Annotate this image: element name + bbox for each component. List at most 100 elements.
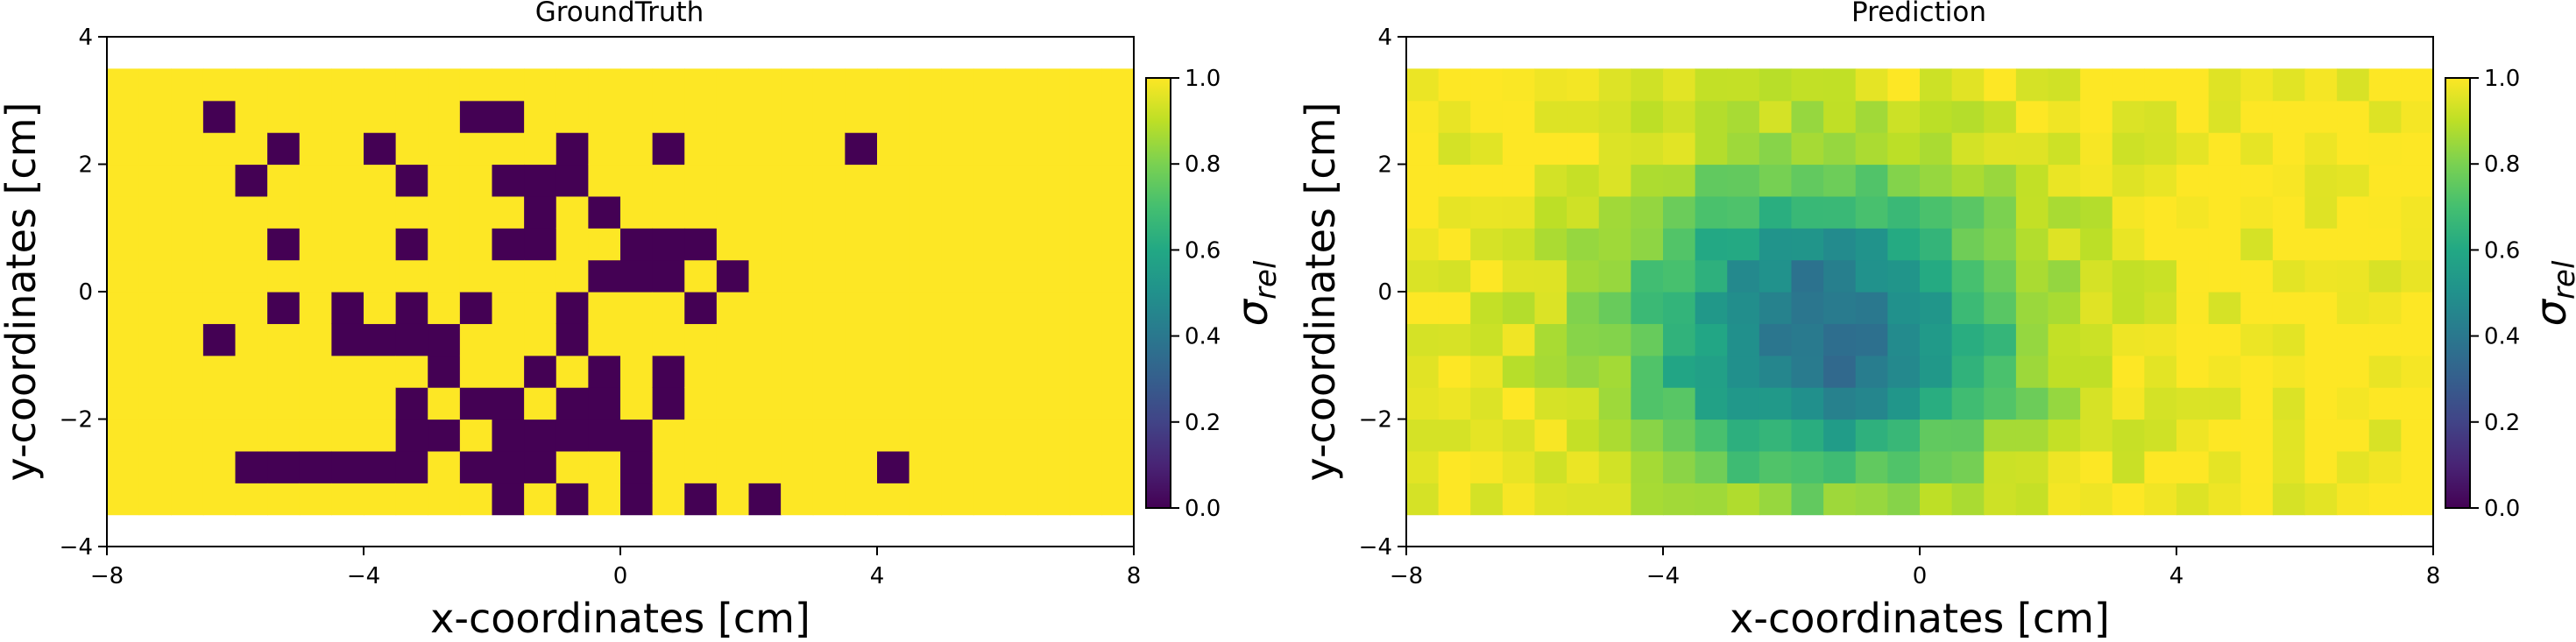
heatmap-cell bbox=[2272, 419, 2306, 452]
heatmap-cell bbox=[364, 323, 397, 356]
heatmap-cell bbox=[364, 164, 397, 197]
heatmap-cell bbox=[877, 259, 910, 293]
heatmap-cell bbox=[2176, 483, 2210, 516]
heatmap-cell bbox=[588, 292, 621, 324]
heatmap-cell bbox=[588, 68, 621, 102]
heatmap-cell bbox=[2240, 387, 2274, 420]
heatmap-cell bbox=[1005, 387, 1038, 420]
heatmap-cell bbox=[1951, 292, 1985, 324]
heatmap-cell bbox=[2304, 164, 2338, 197]
heatmap-cell bbox=[1037, 450, 1071, 483]
heatmap-cell bbox=[1984, 419, 2017, 452]
heatmap-cell bbox=[652, 259, 685, 293]
heatmap-cell bbox=[1823, 450, 1857, 483]
heatmap-cell bbox=[1663, 68, 1696, 102]
heatmap-cell bbox=[1951, 355, 1985, 388]
heatmap-cell bbox=[909, 483, 942, 516]
heatmap-cell bbox=[202, 228, 237, 261]
heatmap-cell bbox=[524, 419, 557, 452]
heatmap-cell bbox=[2304, 228, 2338, 261]
heatmap-cell bbox=[2015, 323, 2049, 356]
heatmap-cell bbox=[1567, 100, 1600, 133]
heatmap-cell bbox=[1406, 387, 1440, 420]
heatmap-cell bbox=[1101, 68, 1135, 102]
heatmap-cell bbox=[1759, 164, 1793, 197]
heatmap-cell bbox=[2144, 228, 2177, 261]
heatmap-cell bbox=[235, 132, 268, 166]
heatmap-cell bbox=[1406, 100, 1440, 133]
heatmap-cell bbox=[1406, 164, 1440, 197]
heatmap-cell bbox=[1069, 387, 1102, 420]
heatmap-cell bbox=[235, 68, 268, 102]
heatmap-cell bbox=[1727, 228, 1760, 261]
heatmap-cell bbox=[1438, 195, 1471, 229]
heatmap-cell bbox=[1534, 195, 1568, 229]
heatmap-cell bbox=[1855, 355, 1888, 388]
heatmap-cell bbox=[1695, 100, 1728, 133]
y-tick-label: 0 bbox=[78, 279, 93, 306]
heatmap-cell bbox=[716, 387, 750, 420]
heatmap-cell bbox=[2240, 132, 2274, 166]
heatmap-cell bbox=[107, 419, 140, 452]
heatmap-cell bbox=[2080, 323, 2113, 356]
heatmap-cell bbox=[395, 450, 428, 483]
heatmap-cell bbox=[202, 483, 237, 516]
heatmap-cell bbox=[556, 259, 589, 293]
heatmap-cell bbox=[2368, 450, 2402, 483]
heatmap-cell bbox=[1984, 483, 2017, 516]
groundtruth-heatmap bbox=[107, 68, 1135, 516]
heatmap-cell bbox=[1598, 100, 1631, 133]
heatmap-cell bbox=[1984, 195, 2017, 229]
heatmap-cell bbox=[395, 228, 428, 261]
heatmap-cell bbox=[1005, 164, 1038, 197]
heatmap-cell bbox=[1823, 132, 1857, 166]
heatmap-cell bbox=[620, 355, 654, 388]
heatmap-cell bbox=[748, 228, 782, 261]
colorbar-tick-label: 0.4 bbox=[1185, 324, 1221, 350]
heatmap-cell bbox=[2112, 419, 2145, 452]
heatmap-cell bbox=[299, 419, 332, 452]
heatmap-cell bbox=[2080, 483, 2113, 516]
heatmap-cell bbox=[2368, 132, 2402, 166]
heatmap-cell bbox=[2208, 132, 2241, 166]
heatmap-cell bbox=[2337, 259, 2370, 293]
heatmap-cell bbox=[2176, 259, 2210, 293]
heatmap-cell bbox=[1984, 292, 2017, 324]
heatmap-cell bbox=[2401, 483, 2434, 516]
heatmap-cell bbox=[845, 100, 878, 133]
heatmap-cell bbox=[812, 228, 846, 261]
heatmap-cell bbox=[1855, 132, 1888, 166]
heatmap-cell bbox=[107, 132, 140, 166]
heatmap-cell bbox=[1887, 323, 1921, 356]
heatmap-cell bbox=[2015, 419, 2049, 452]
heatmap-cell bbox=[1502, 68, 1536, 102]
heatmap-cell bbox=[364, 419, 397, 452]
heatmap-cell bbox=[524, 68, 557, 102]
heatmap-cell bbox=[877, 164, 910, 197]
heatmap-cell bbox=[973, 355, 1007, 388]
heatmap-cell bbox=[1791, 132, 1824, 166]
heatmap-cell bbox=[235, 483, 268, 516]
x-tick-label: −8 bbox=[90, 563, 124, 589]
heatmap-cell bbox=[1631, 355, 1664, 388]
heatmap-cell bbox=[1887, 228, 1921, 261]
heatmap-cell bbox=[941, 387, 974, 420]
heatmap-cell bbox=[1101, 387, 1135, 420]
heatmap-cell bbox=[2144, 387, 2177, 420]
heatmap-cell bbox=[781, 387, 814, 420]
heatmap-cell bbox=[781, 259, 814, 293]
heatmap-cell bbox=[395, 292, 428, 324]
heatmap-cell bbox=[1920, 132, 1953, 166]
heatmap-cell bbox=[1101, 195, 1135, 229]
heatmap-cell bbox=[1069, 355, 1102, 388]
heatmap-cell bbox=[1005, 195, 1038, 229]
heatmap-cell bbox=[716, 323, 750, 356]
heatmap-cell bbox=[2048, 195, 2081, 229]
heatmap-cell bbox=[364, 68, 397, 102]
heatmap-cell bbox=[1855, 164, 1888, 197]
heatmap-cell bbox=[2368, 259, 2402, 293]
heatmap-cell bbox=[1406, 228, 1440, 261]
heatmap-cell bbox=[2401, 419, 2434, 452]
heatmap-cell bbox=[2337, 323, 2370, 356]
